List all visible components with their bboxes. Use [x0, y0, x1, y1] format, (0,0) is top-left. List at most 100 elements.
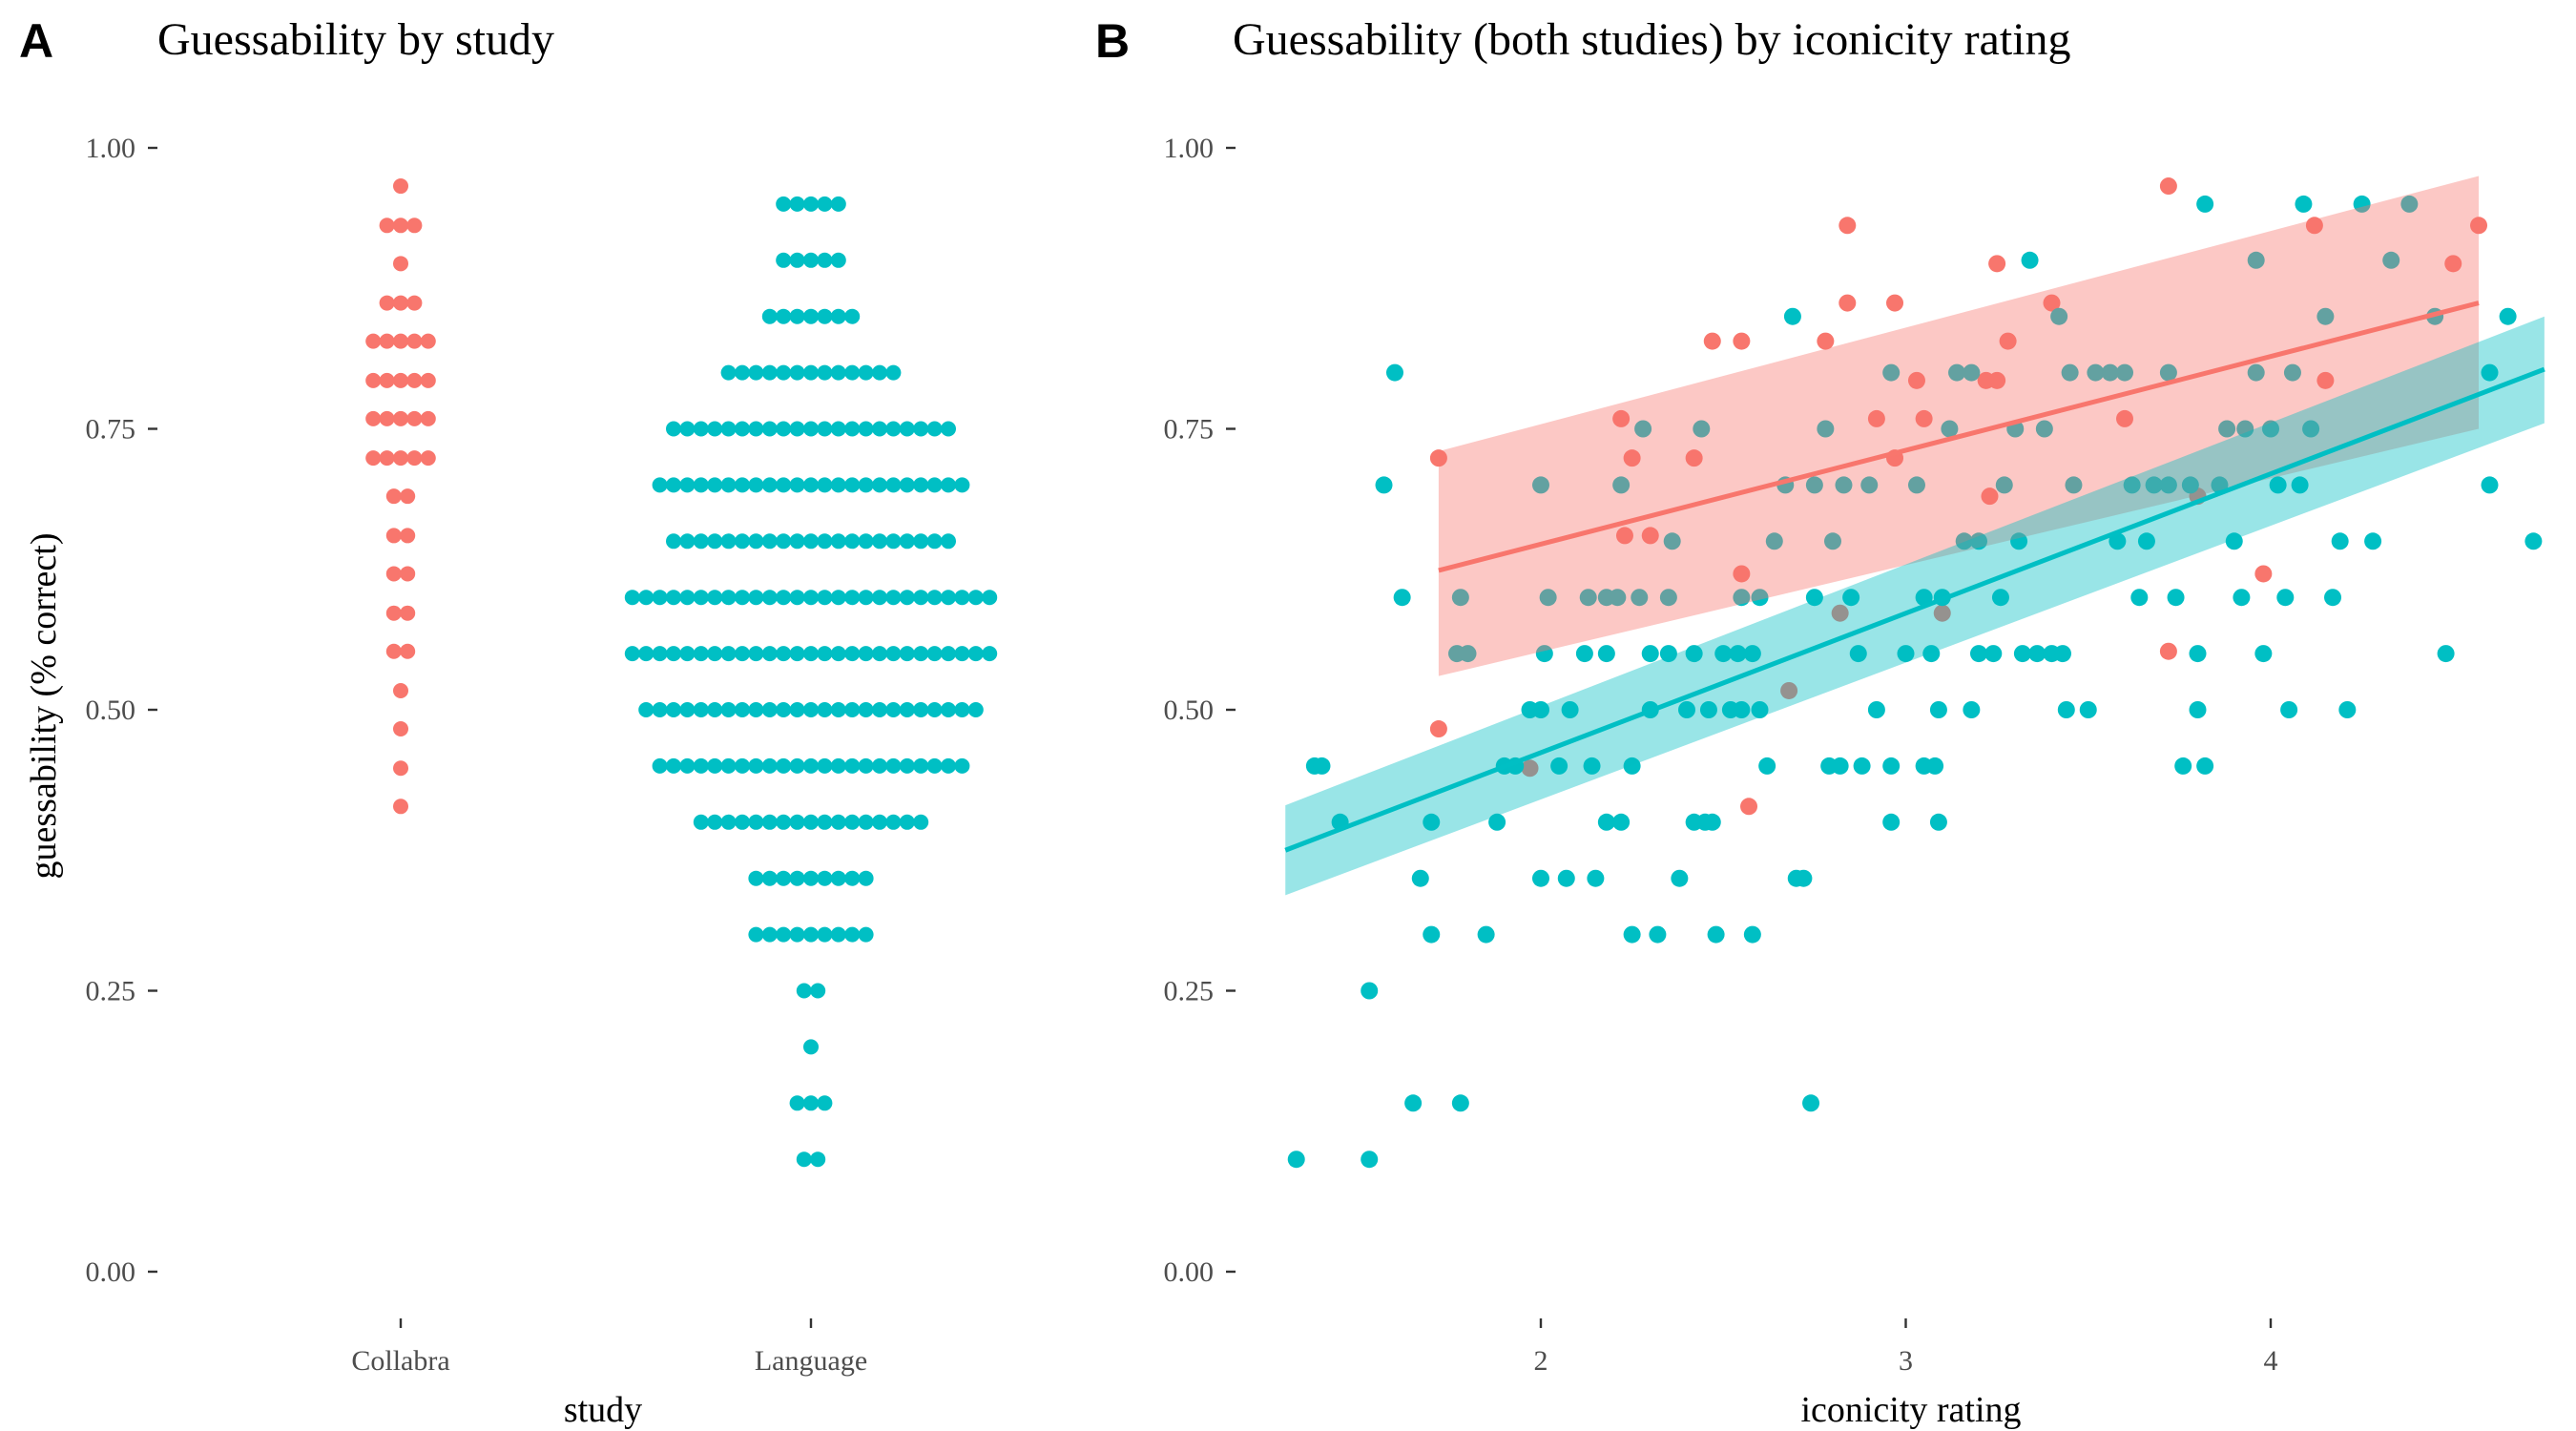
panel-b-point-language — [1805, 476, 1823, 494]
panel-a-dot-language — [693, 477, 709, 493]
panel-a-dot-language — [844, 590, 861, 606]
panel-b-point-language — [2174, 757, 2192, 775]
panel-a-dot-collabra — [393, 798, 408, 815]
panel-a-dot-collabra — [379, 333, 395, 349]
panel-b-point-language — [2437, 645, 2455, 663]
panel-a-dot-language — [913, 421, 929, 437]
panel-b-point-language — [2295, 195, 2313, 213]
panel-a-dot-language — [776, 364, 792, 381]
panel-a-dot-collabra — [365, 410, 382, 426]
panel-a-dot-language — [693, 757, 709, 774]
panel-a-dot-language — [789, 590, 805, 606]
panel-a-dot-language — [761, 814, 778, 830]
panel-b-xtick-label: 4 — [2264, 1345, 2278, 1377]
panel-b-point-collabra — [1933, 604, 1951, 622]
panel-b-point-language — [2481, 476, 2499, 494]
panel-a-dot-language — [789, 757, 805, 774]
panel-a-dot-language — [982, 646, 998, 662]
panel-a-dot-collabra — [420, 410, 436, 426]
panel-a-dot-language — [858, 477, 874, 493]
panel-b-point-language — [2247, 251, 2265, 269]
panel-a-ytick-label: 0.00 — [86, 1256, 136, 1288]
panel-b-point-collabra — [2159, 177, 2177, 196]
panel-a-dot-language — [899, 477, 915, 493]
panel-a-dot-language — [872, 364, 887, 381]
panel-a-title: Guessability by study — [157, 14, 554, 65]
panel-a-dot-language — [761, 702, 778, 717]
panel-b-point-language — [2481, 363, 2499, 382]
panel-a-dot-language — [926, 702, 943, 717]
panel-a-dot-language — [803, 590, 819, 606]
panel-b-point-language — [1926, 757, 1944, 775]
panel-a-dot-collabra — [385, 643, 402, 659]
panel-b-xlabel: iconicity rating — [1800, 1390, 2021, 1430]
panel-a-dot-language — [789, 477, 805, 493]
panel-b-point-collabra — [1999, 332, 2017, 350]
panel-a-dot-language — [666, 590, 681, 606]
panel-b-point-language — [1597, 813, 1615, 831]
panel-b-point-language — [1623, 757, 1641, 775]
panel-a-dot-language — [652, 477, 668, 493]
panel-a-dot-language — [776, 477, 792, 493]
panel-a-dot-language — [830, 252, 846, 268]
panel-b-point-language — [1550, 757, 1568, 775]
panel-b-ytick-label: 0.75 — [1164, 414, 1215, 446]
panel-a-dot-language — [735, 364, 750, 381]
panel-a-dot-language — [761, 926, 778, 943]
panel-a-dot-language — [693, 590, 709, 606]
panel-a-dot-language — [954, 646, 970, 662]
panel-a-dot-language — [872, 421, 887, 437]
panel-a-dot-language — [720, 533, 737, 550]
panel-a-dot-language — [748, 590, 764, 606]
panel-a-dot-language — [885, 757, 902, 774]
panel-a-dot-language — [844, 870, 861, 886]
panel-a-dot-language — [858, 757, 874, 774]
panel-a-dot-collabra — [393, 410, 408, 426]
panel-b-point-language — [1313, 757, 1331, 775]
panel-a-dot-language — [679, 702, 696, 717]
panel-b-point-language — [1597, 645, 1615, 663]
panel-b-point-language — [2316, 307, 2335, 325]
panel-b-point-collabra — [1733, 332, 1751, 350]
panel-a-dot-language — [899, 757, 915, 774]
panel-b-title: Guessability (both studies) by iconicity… — [1233, 14, 2071, 65]
panel-a-dot-language — [858, 590, 874, 606]
panel-b-point-collabra — [1988, 371, 2006, 389]
panel-b-point-language — [2276, 589, 2295, 607]
panel-b-point-language — [2364, 532, 2382, 550]
panel-a-dot-language — [913, 590, 929, 606]
panel-a-dot-language — [803, 308, 819, 324]
panel-a-dot-language — [941, 533, 956, 550]
panel-a-dot-language — [872, 477, 887, 493]
panel-a-dot-language — [720, 646, 737, 662]
panel-a-dot-language — [858, 533, 874, 550]
panel-b-point-language — [1649, 925, 1667, 944]
panel-a-dot-language — [967, 646, 984, 662]
panel-a-dot-language — [817, 870, 833, 886]
panel-b-point-language — [2053, 645, 2071, 663]
panel-a-dot-language — [693, 421, 709, 437]
panel-b-point-collabra — [1612, 409, 1631, 427]
panel-b-point-collabra — [1839, 294, 1857, 312]
panel-b-point-collabra — [2116, 409, 2133, 427]
panel-a-dot-language — [761, 646, 778, 662]
panel-a-ytick-label: 0.25 — [86, 976, 136, 1007]
panel-a-dot-language — [652, 646, 668, 662]
panel-a-dot-collabra — [385, 488, 402, 505]
panel-b-point-language — [2013, 645, 2031, 663]
panel-b-point-language — [1729, 645, 1747, 663]
panel-a-dot-language — [844, 308, 861, 324]
panel-a-dot-language — [735, 477, 750, 493]
panel-a-dot-language — [803, 477, 819, 493]
panel-a-dot-language — [776, 252, 792, 268]
panel-a-dot-language — [830, 702, 846, 717]
panel-a-dot-language — [638, 702, 654, 717]
panel-b-point-language — [2181, 476, 2199, 494]
panel-b-point-collabra — [1907, 371, 1925, 389]
panel-a-dot-language — [776, 870, 792, 886]
panel-b-point-language — [2382, 251, 2400, 269]
panel-a-dot-collabra — [420, 450, 436, 467]
panel-a-dot-language — [858, 926, 874, 943]
panel-a-dot-language — [789, 646, 805, 662]
panel-b-point-language — [2331, 532, 2349, 550]
